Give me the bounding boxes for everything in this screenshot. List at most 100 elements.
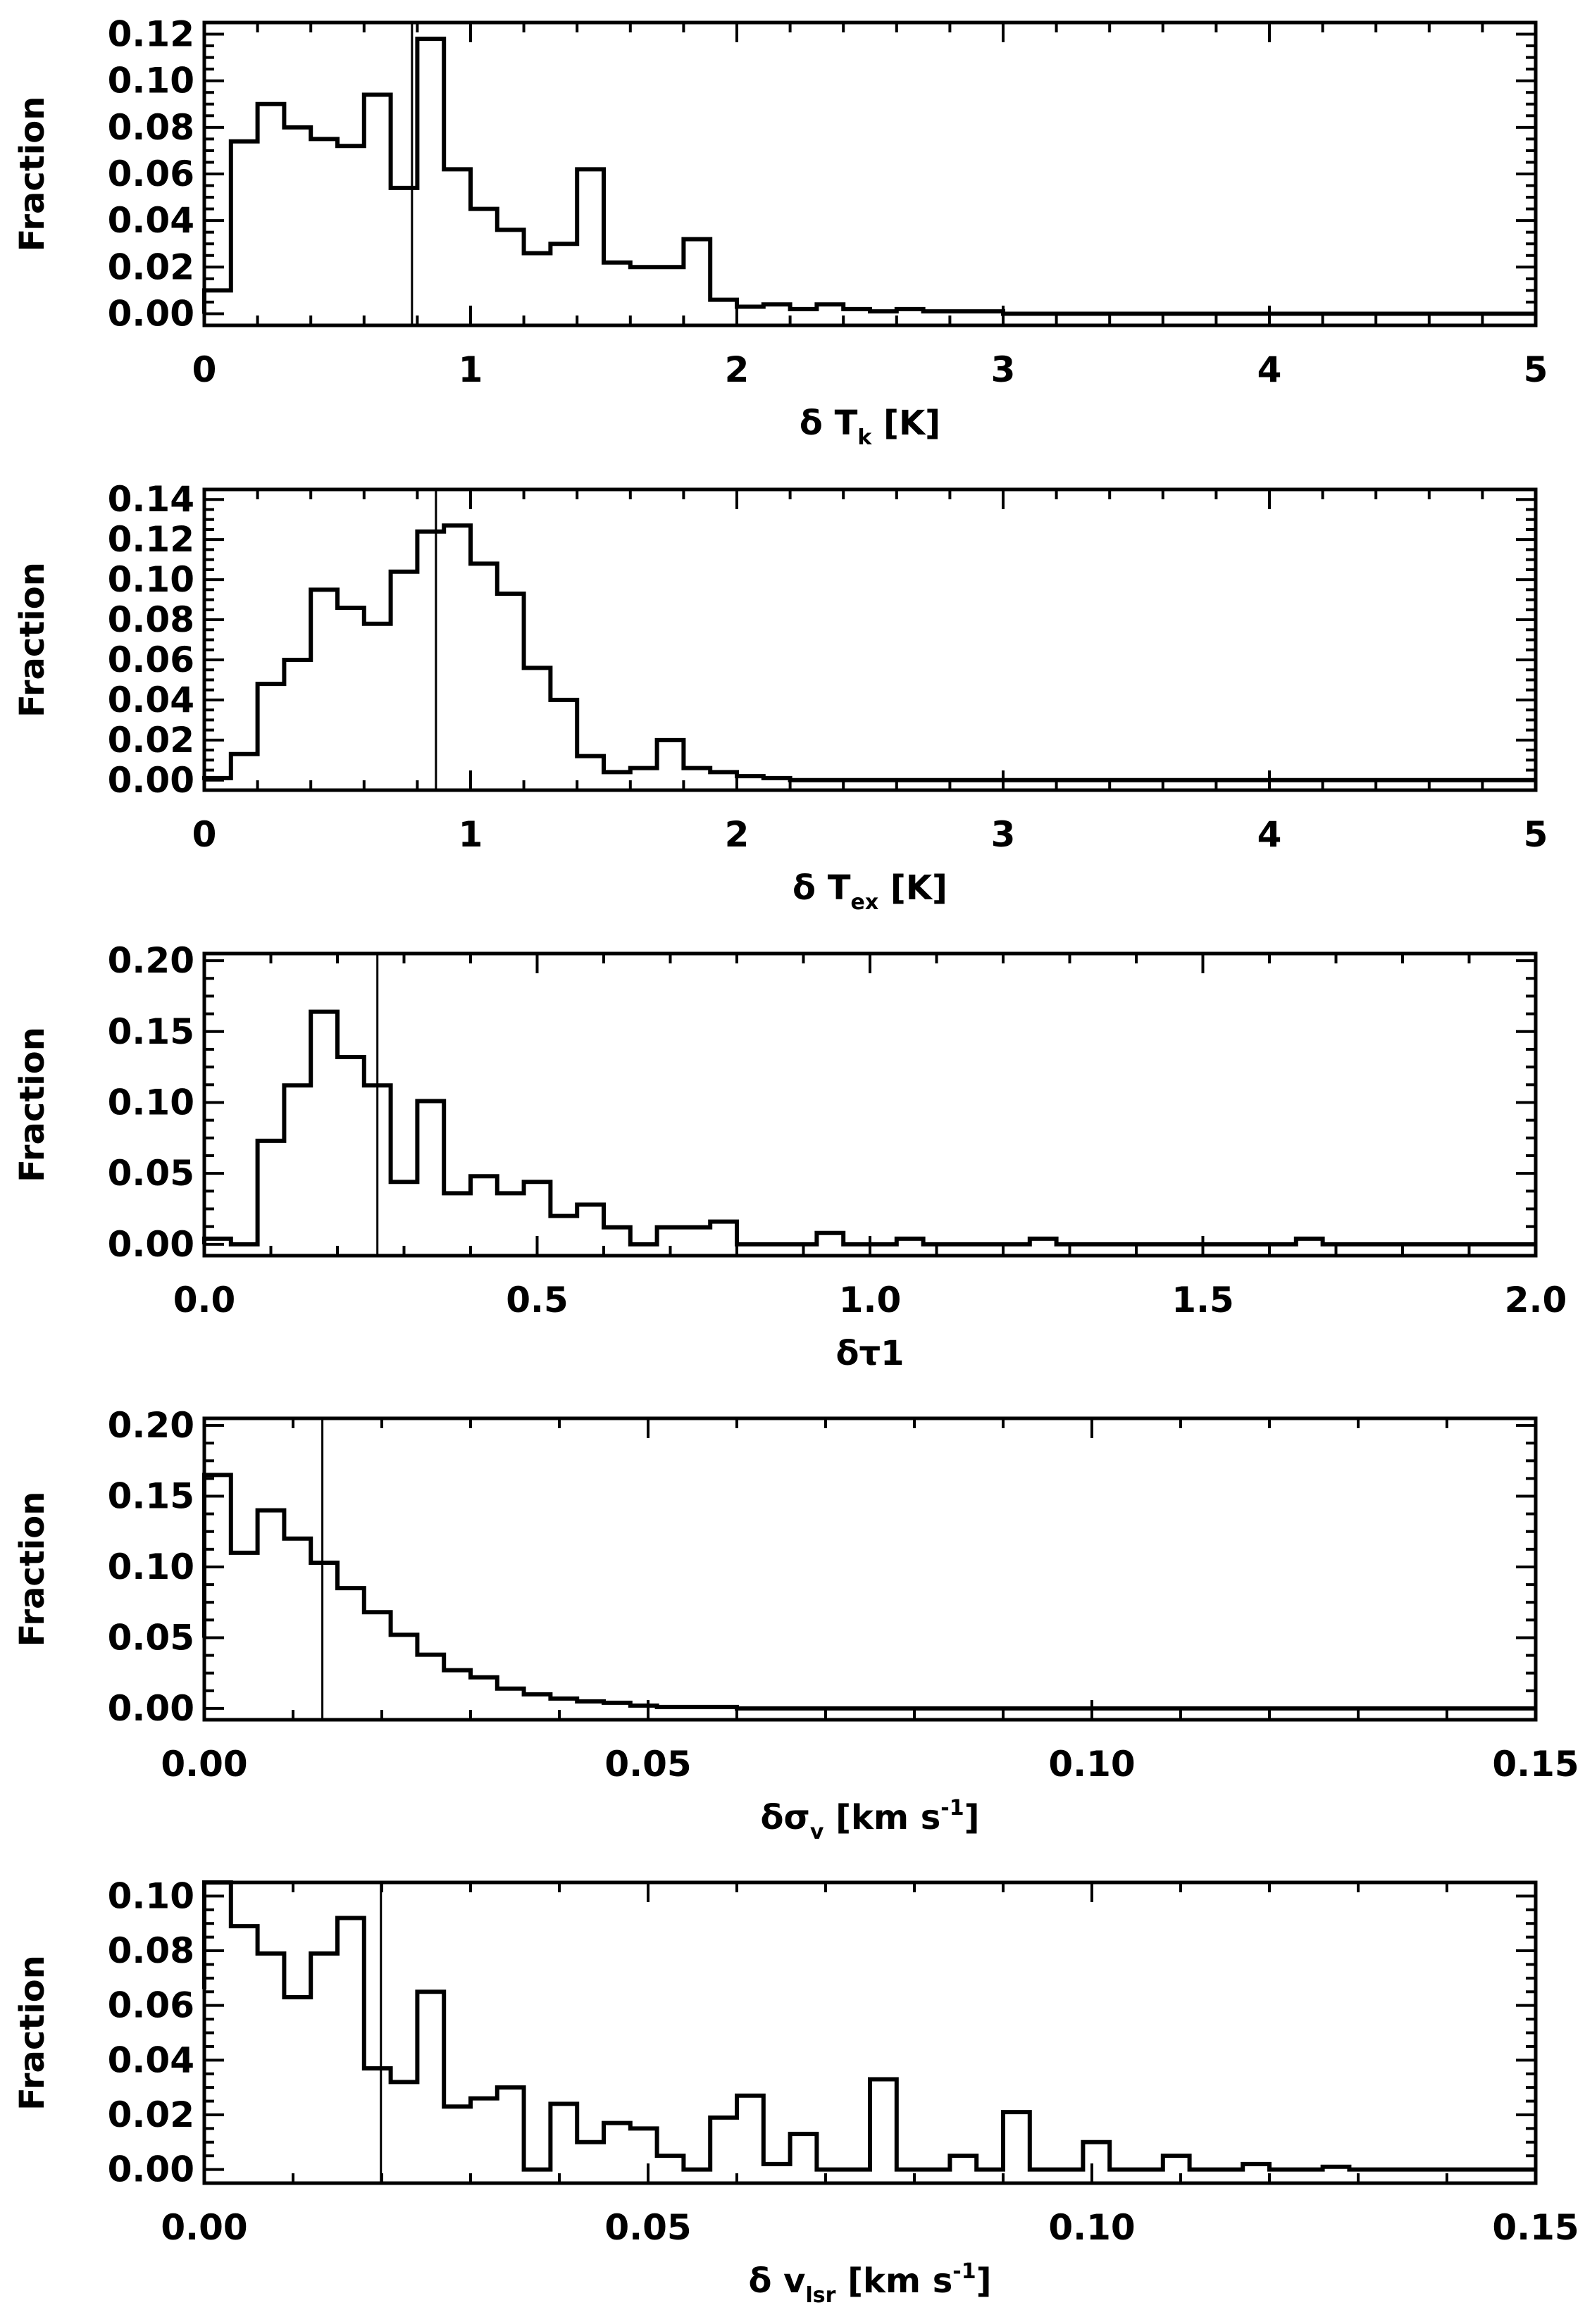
histogram-bin xyxy=(497,1193,524,1244)
x-tick-label: 2 xyxy=(725,349,750,390)
y-tick-label: 0.20 xyxy=(108,1405,194,1446)
histogram-bin xyxy=(1083,2142,1110,2170)
histogram-bin xyxy=(577,756,604,780)
histogram-bin xyxy=(311,1954,337,2170)
y-axis-label: Fraction xyxy=(13,96,52,252)
y-tick-label: 0.00 xyxy=(108,293,194,334)
y-tick-label: 0.10 xyxy=(108,1082,194,1123)
histogram-steps xyxy=(202,523,1536,782)
x-tick-label: 0.15 xyxy=(1492,2207,1579,2248)
x-tick-label: 0.10 xyxy=(1048,1744,1135,1785)
y-tick-label: 0.04 xyxy=(108,680,194,720)
histogram-bin xyxy=(284,1539,311,1708)
histogram-bin xyxy=(391,1635,418,1708)
histogram-bin xyxy=(497,594,524,780)
histogram-bin xyxy=(683,1227,710,1244)
histogram-bin xyxy=(417,39,444,313)
y-tick-label: 0.04 xyxy=(108,2039,194,2080)
histogram-bin xyxy=(417,1655,444,1708)
histogram-steps xyxy=(202,37,1536,316)
y-tick-label: 0.06 xyxy=(108,154,194,194)
y-tick-label: 0.08 xyxy=(108,1930,194,1971)
y-tick-label: 0.10 xyxy=(108,1875,194,1916)
x-tick-label: 1 xyxy=(459,349,483,390)
x-tick-label: 3 xyxy=(991,814,1016,855)
histogram-bin xyxy=(471,1678,497,1708)
histogram-bin xyxy=(364,95,391,314)
histogram-bin xyxy=(364,624,391,780)
y-tick-label: 0.14 xyxy=(108,479,194,520)
histogram-bin xyxy=(311,139,337,313)
histogram-bin xyxy=(364,1612,391,1708)
histogram-bin xyxy=(577,169,604,313)
x-tick-label: 0 xyxy=(192,814,217,855)
plot-frame xyxy=(202,1416,1538,1722)
histogram-bin xyxy=(231,1553,258,1708)
histogram-bin xyxy=(577,1204,604,1244)
histogram-bin xyxy=(657,740,684,780)
histogram-bin xyxy=(284,1085,311,1244)
histogram-bin xyxy=(710,1222,737,1244)
y-tick-label: 0.10 xyxy=(108,1547,194,1587)
histogram-bin xyxy=(550,2104,577,2169)
histogram-bin xyxy=(550,1216,577,1244)
x-tick-label: 0.05 xyxy=(604,2207,691,2248)
x-tick-label: 0.10 xyxy=(1048,2207,1135,2248)
histogram-bin xyxy=(444,2106,471,2169)
histogram-bin xyxy=(284,127,311,314)
histogram-bin xyxy=(417,532,444,780)
histogram-panel-3: 0.0 0.5 1.0 1.5 2.0 0.00 0.05 0.10 0.15 0.20 Fract… xyxy=(13,940,1567,1373)
histogram-bin xyxy=(258,1954,285,2170)
y-tick-label: 0.10 xyxy=(108,559,194,600)
histogram-bin xyxy=(471,209,497,314)
y-tick-label: 0.06 xyxy=(108,639,194,680)
y-tick-label: 0.02 xyxy=(108,246,194,287)
plot-frame xyxy=(202,20,1538,327)
x-tick-label: 1.0 xyxy=(839,1280,902,1320)
histogram-bin xyxy=(497,230,524,313)
histogram-bin xyxy=(497,2087,524,2169)
histogram-bin xyxy=(604,263,630,314)
histogram-panel-1: 0 1 2 3 4 5 0.00 0.02 0.04 0.06 0.08 0.10 0.12 Fracti… xyxy=(13,14,1548,450)
histogram-bin xyxy=(231,754,258,780)
histogram-bin xyxy=(284,1997,311,2170)
histogram-bin xyxy=(471,1176,497,1244)
x-tick-label: 1.5 xyxy=(1171,1280,1234,1320)
histogram-steps xyxy=(202,1880,1536,2172)
histogram-bin xyxy=(471,563,497,780)
histogram-bin xyxy=(311,589,337,780)
histogram-bin xyxy=(337,1918,364,2169)
histogram-bin xyxy=(258,1511,285,1708)
y-tick-label: 0.04 xyxy=(108,200,194,241)
histogram-bin xyxy=(391,2082,418,2169)
x-axis-label: δσv [km s-1] xyxy=(760,1796,979,1844)
histogram-bin xyxy=(683,239,710,314)
histogram-bin xyxy=(284,660,311,780)
histogram-bin xyxy=(524,1182,551,1244)
histogram-bin xyxy=(231,142,258,314)
histogram-bin xyxy=(524,668,551,780)
x-tick-label: 4 xyxy=(1257,349,1282,390)
histogram-bin xyxy=(524,1694,551,1708)
y-tick-label: 0.08 xyxy=(108,599,194,640)
y-tick-label: 0.08 xyxy=(108,107,194,148)
plot-frame xyxy=(202,951,1538,1258)
histogram-bin xyxy=(444,1193,471,1244)
histogram-bin xyxy=(364,2068,391,2170)
histogram-bin xyxy=(337,608,364,780)
histogram-bin xyxy=(870,2079,897,2169)
histogram-panel-5: 0.00 0.05 0.10 0.15 0.00 0.02 0.04 0.06 0.08 0.10… xyxy=(13,1875,1579,2308)
y-tick-label: 0.02 xyxy=(108,720,194,761)
histogram-bin xyxy=(391,1182,418,1244)
x-tick-label: 0 xyxy=(192,349,217,390)
histogram-bin xyxy=(417,1992,444,2169)
y-tick-label: 0.10 xyxy=(108,61,194,101)
histogram-bin xyxy=(417,1101,444,1244)
histogram-bin xyxy=(258,684,285,780)
y-tick-label: 0.12 xyxy=(108,14,194,55)
histogram-bin xyxy=(444,525,471,780)
x-tick-label: 0.15 xyxy=(1492,1744,1579,1785)
histogram-bin xyxy=(497,1689,524,1708)
histogram-bin xyxy=(550,700,577,780)
